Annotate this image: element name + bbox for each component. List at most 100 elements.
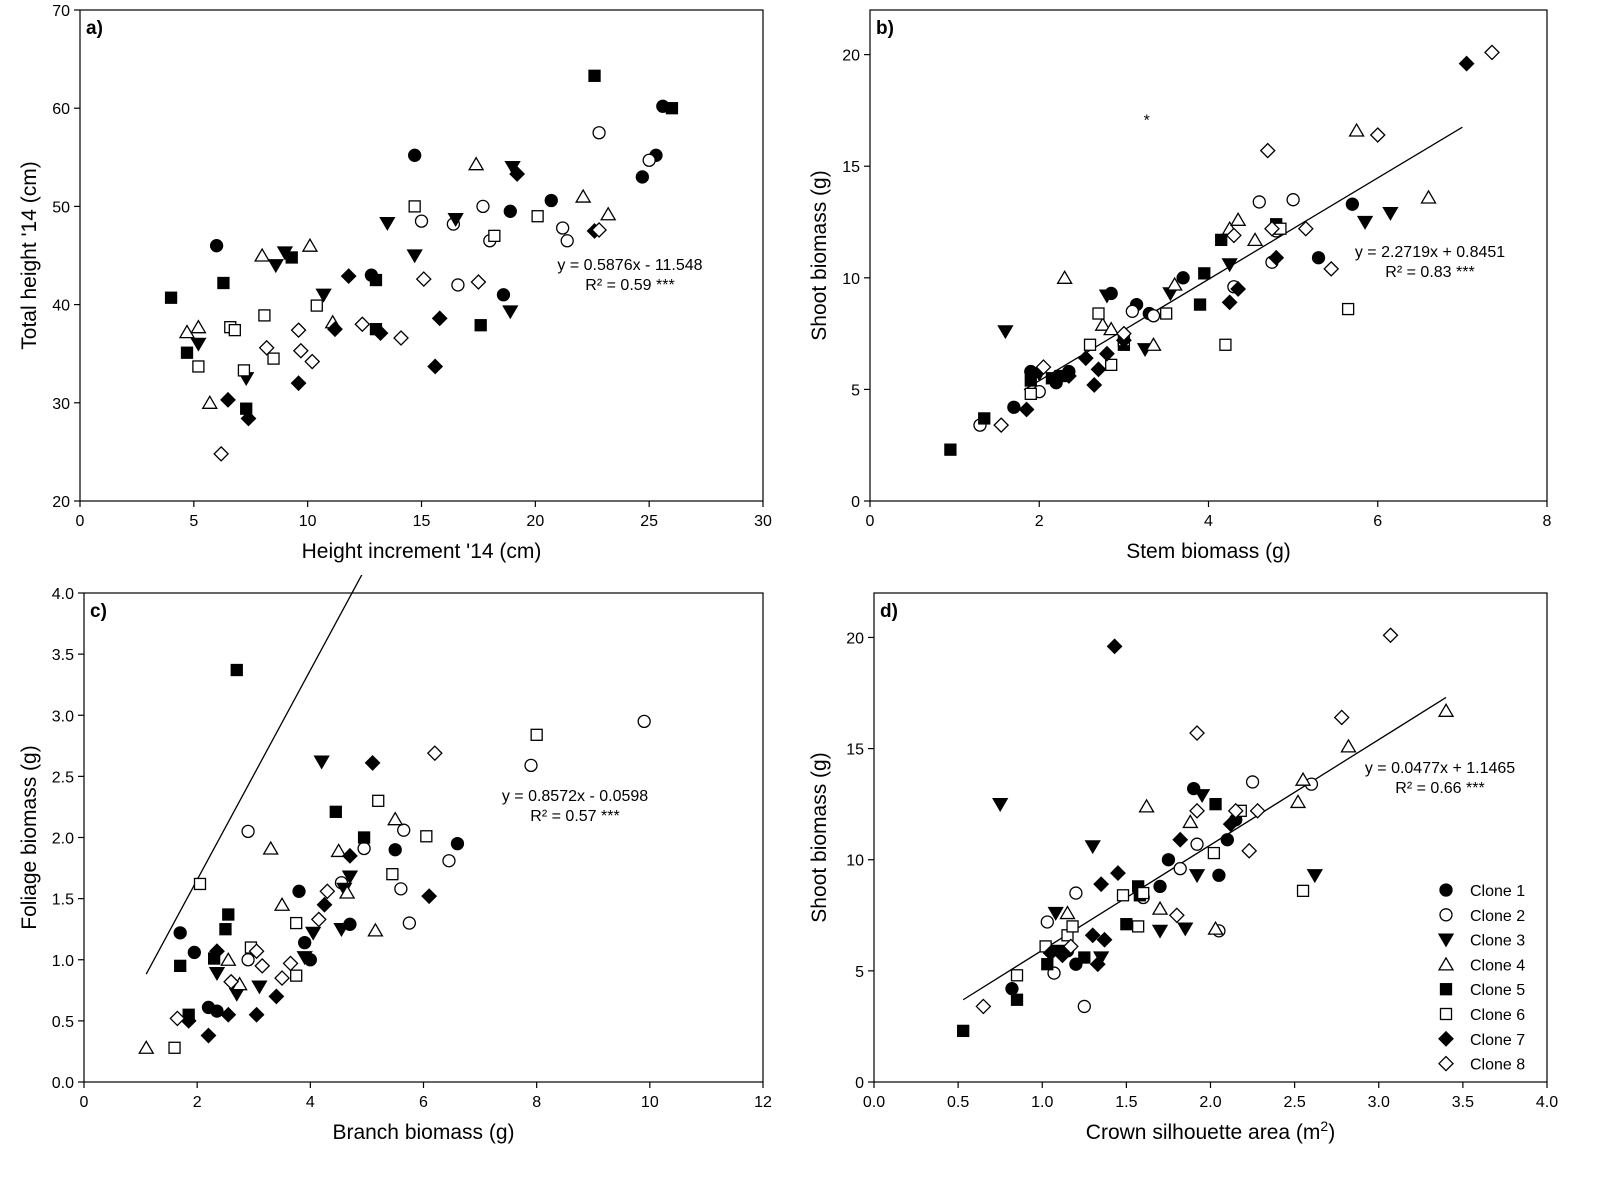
data-point [258, 339, 275, 356]
data-point [292, 884, 306, 898]
data-point [431, 310, 448, 327]
data-point [201, 395, 218, 409]
x-axis-label: Height increment '14 (cm) [302, 540, 542, 563]
data-point [575, 188, 592, 203]
y-tick-label: 15 [846, 742, 864, 759]
data-point [1268, 249, 1285, 266]
x-tick-label: 1.5 [1115, 1094, 1137, 1111]
y-tick-label: 10 [842, 271, 860, 288]
data-point [530, 728, 543, 741]
data-point [1062, 938, 1079, 955]
data-point [1161, 853, 1176, 867]
data-point [503, 204, 517, 218]
data-point [1005, 981, 1019, 996]
series-clone-8 [975, 627, 1399, 1015]
data-point [1188, 869, 1206, 884]
legend-marker [1439, 983, 1453, 996]
x-tick-label: 8 [1543, 513, 1552, 530]
y-tick-label: 5 [855, 964, 864, 981]
data-point [1220, 833, 1234, 847]
data-point [222, 908, 235, 921]
data-point [414, 214, 429, 228]
data-point [1241, 842, 1258, 859]
y-axis-label: Total height '14 (cm) [18, 161, 41, 349]
data-point [369, 273, 383, 287]
data-point [1333, 709, 1350, 726]
legend-label: Clone 7 [1470, 1032, 1525, 1049]
data-point [178, 324, 196, 339]
series-clone-1 [1005, 781, 1243, 996]
r-squared-label: R² = 0.59 *** [585, 277, 674, 294]
data-point [402, 916, 417, 930]
y-tick-label: 4.0 [52, 586, 74, 603]
data-point [305, 926, 322, 941]
data-point [290, 916, 303, 930]
legend-label: Clone 4 [1470, 957, 1525, 974]
data-point [1437, 703, 1455, 717]
data-point [341, 870, 359, 885]
data-point [251, 980, 268, 995]
series-clone-6 [168, 728, 543, 1054]
data-point [592, 126, 606, 140]
data-point [274, 970, 290, 987]
panel-label: a) [86, 18, 103, 39]
legend-marker [1437, 933, 1455, 948]
data-point [588, 69, 601, 82]
x-tick-label: 0 [76, 513, 85, 530]
data-point [997, 325, 1014, 340]
data-point [556, 221, 570, 235]
data-point [509, 166, 526, 182]
y-tick-label: 3.5 [52, 647, 74, 664]
panel-c: 0 2 4 6 8 10 12 0.0 0.5 1.0 1.5 2.0 2.5 3.0 3.5 4.0 Bran… [0, 51, 790, 1186]
x-tick-label: 2 [1035, 513, 1044, 530]
x-tick-label: 3.0 [1368, 1094, 1390, 1111]
data-point [1078, 951, 1091, 964]
data-point [1056, 270, 1073, 284]
series-clone-6 [192, 200, 544, 377]
data-point [470, 274, 487, 290]
x-tick-label: 2.5 [1284, 1094, 1306, 1111]
data-point [1264, 220, 1280, 237]
series-clone-7 [220, 166, 603, 427]
panel-label: b) [876, 18, 894, 39]
data-point [219, 923, 232, 936]
series-clone-4 [1056, 122, 1437, 351]
data-point [173, 926, 187, 940]
series-clone-8 [213, 222, 607, 462]
data-point [267, 352, 280, 365]
y-axis-label: Foliage biomass (g) [18, 745, 41, 929]
data-point [1024, 374, 1037, 387]
data-point [1059, 905, 1076, 920]
data-point [208, 967, 226, 981]
data-point [421, 888, 438, 905]
data-point [637, 714, 651, 729]
data-point [1093, 876, 1110, 893]
data-point [357, 831, 371, 844]
data-point [442, 854, 456, 868]
data-point [408, 148, 422, 162]
data-point [273, 896, 291, 911]
data-point [357, 841, 371, 856]
data-point [1042, 945, 1059, 962]
scatter-chart-b: 0 2 4 6 8 0 5 10 15 20 Stem biomass (g) Shoot bioma… [808, 9, 1552, 563]
y-axis-label: Shoot biomass (g) [808, 170, 831, 340]
data-point [267, 259, 284, 274]
data-point [1069, 886, 1083, 900]
data-point [415, 271, 432, 287]
data-point [1168, 907, 1185, 924]
data-point [1259, 142, 1276, 159]
y-tick-label: 2.0 [52, 831, 74, 848]
data-point [213, 445, 230, 462]
data-point [372, 794, 385, 807]
data-point [524, 758, 538, 773]
data-point [1289, 794, 1307, 809]
legend-marker [1438, 1030, 1454, 1047]
data-point [290, 375, 307, 392]
data-point [241, 953, 255, 967]
data-point [408, 200, 421, 213]
data-point [1286, 193, 1300, 207]
x-tick-label: 4 [1204, 513, 1213, 530]
data-point [406, 249, 423, 264]
data-point [1341, 302, 1355, 316]
scatter-chart-c: 0 2 4 6 8 10 12 0.0 0.5 1.0 1.5 2.0 2.5 3.0 3.5 4.0 Bran… [18, 51, 772, 1144]
